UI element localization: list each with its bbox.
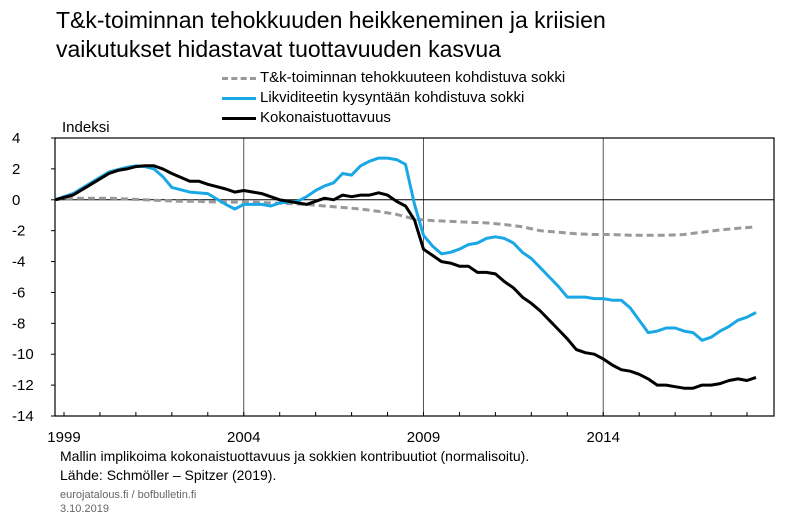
y-tick-label: 2 — [12, 161, 20, 178]
y-tick-label: -12 — [12, 377, 34, 394]
legend-item-liquidity-shock: Likviditeetin kysyntään kohdistuva sokki — [222, 88, 565, 108]
x-tick-label: 2009 — [407, 429, 440, 446]
x-tick-label: 1999 — [47, 429, 80, 446]
legend-swatch-tfp — [222, 116, 256, 120]
note-line-2: Lähde: Schmöller – Spitzer (2019). — [60, 467, 277, 483]
credit-line-2: 3.10.2019 — [60, 503, 109, 515]
y-axis-label: Indeksi — [62, 119, 110, 136]
series-line-2 — [54, 156, 757, 342]
credit-line-1: eurojatalous.fi / bofbulletin.fi — [60, 489, 197, 501]
legend-label-tfp: Kokonaistuottavuus — [260, 109, 391, 126]
chart-title: T&k-toiminnan tehokkuuden heikkeneminen … — [56, 6, 756, 64]
y-tick-label: 4 — [12, 130, 20, 147]
x-tick-label: 2004 — [227, 429, 260, 446]
chart-credits: eurojatalous.fi / bofbulletin.fi 3.10.20… — [60, 488, 196, 516]
y-tick-label: 0 — [12, 192, 20, 209]
x-tick-label: 2014 — [587, 429, 620, 446]
legend: T&k-toiminnan tehokkuuteen kohdistuva so… — [222, 68, 565, 128]
y-tick-label: -2 — [12, 223, 25, 240]
legend-swatch-rd-shock — [222, 76, 256, 80]
legend-label-liquidity-shock: Likviditeetin kysyntään kohdistuva sokki — [260, 89, 525, 106]
legend-label-rd-shock: T&k-toiminnan tehokkuuteen kohdistuva so… — [260, 69, 566, 86]
legend-item-rd-shock: T&k-toiminnan tehokkuuteen kohdistuva so… — [222, 68, 565, 88]
y-tick-label: -6 — [12, 284, 25, 301]
y-tick-label: -14 — [12, 408, 34, 425]
legend-swatch-liquidity-shock — [222, 96, 256, 100]
y-tick-label: -4 — [12, 254, 25, 271]
y-tick-label: -8 — [12, 315, 25, 332]
series-line-3 — [54, 164, 757, 390]
chart-title-line-1: T&k-toiminnan tehokkuuden heikkeneminen … — [56, 7, 606, 33]
y-tick-label: -10 — [12, 346, 34, 363]
chart-notes: Mallin implikoima kokonaistuottavuus ja … — [60, 447, 529, 485]
plot-frame — [54, 137, 775, 417]
chart-title-line-2: vaikutukset hidastavat tuottavuuden kasv… — [56, 36, 501, 62]
note-line-1: Mallin implikoima kokonaistuottavuus ja … — [60, 448, 530, 464]
legend-item-tfp: Kokonaistuottavuus — [222, 108, 565, 128]
series-line-1 — [54, 196, 757, 237]
